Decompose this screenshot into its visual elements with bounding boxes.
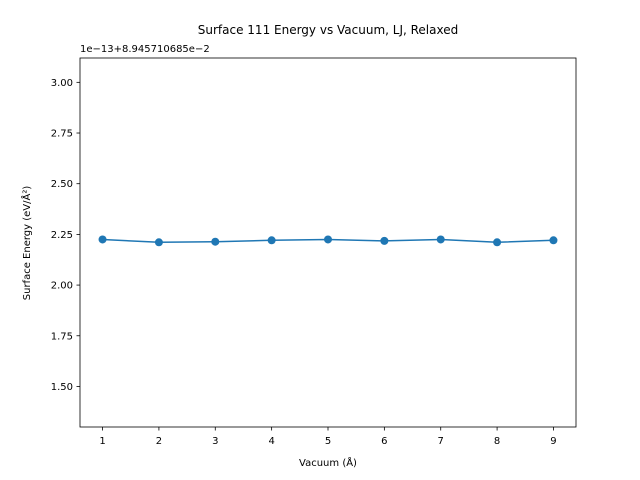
data-point: [436, 235, 445, 244]
y-tick-label: 2.50: [51, 179, 73, 190]
plot-area: 1 2 3 4 5 6 7 8 9 1.50 1.75 2.00 2.25 2.50 2.75 3.00: [51, 57, 577, 447]
x-tick-label: 6: [381, 436, 387, 447]
x-tick-label: 9: [550, 436, 556, 447]
x-axis: 1 2 3 4 5 6 7 8 9: [99, 427, 557, 447]
data-point: [154, 238, 163, 247]
data-point: [267, 236, 276, 245]
data-point: [324, 235, 332, 244]
y-axis: 1.50 1.75 2.00 2.25 2.50 2.75 3.00: [51, 78, 80, 393]
y-tick-label: 3.00: [51, 78, 73, 89]
data-point: [98, 235, 107, 244]
x-tick-label: 8: [494, 436, 500, 447]
x-tick-label: 5: [325, 436, 331, 447]
x-tick-label: 3: [212, 436, 218, 447]
y-tick-label: 2.75: [51, 129, 73, 140]
axes-frame: [79, 57, 577, 428]
data-point: [380, 236, 389, 245]
data-point: [549, 236, 558, 245]
x-tick-label: 4: [268, 436, 274, 447]
x-tick-label: 7: [438, 436, 444, 447]
y-tick-label: 2.25: [51, 230, 73, 241]
x-tick-label: 2: [156, 436, 162, 447]
y-axis-offset-text: 1e−13+8.945710685e−2: [80, 44, 210, 55]
y-tick-label: 1.75: [51, 331, 73, 342]
x-tick-label: 1: [99, 436, 105, 447]
series-group: [98, 235, 558, 247]
data-point: [493, 238, 502, 247]
y-axis-label: Surface Energy (eV/Å²): [20, 186, 33, 301]
y-tick-label: 2.00: [51, 281, 73, 292]
data-point: [211, 237, 220, 246]
x-axis-label: Vacuum (Å): [299, 456, 357, 469]
y-tick-label: 1.50: [51, 382, 73, 393]
chart-title: Surface 111 Energy vs Vacuum, LJ, Relaxe…: [198, 23, 458, 37]
